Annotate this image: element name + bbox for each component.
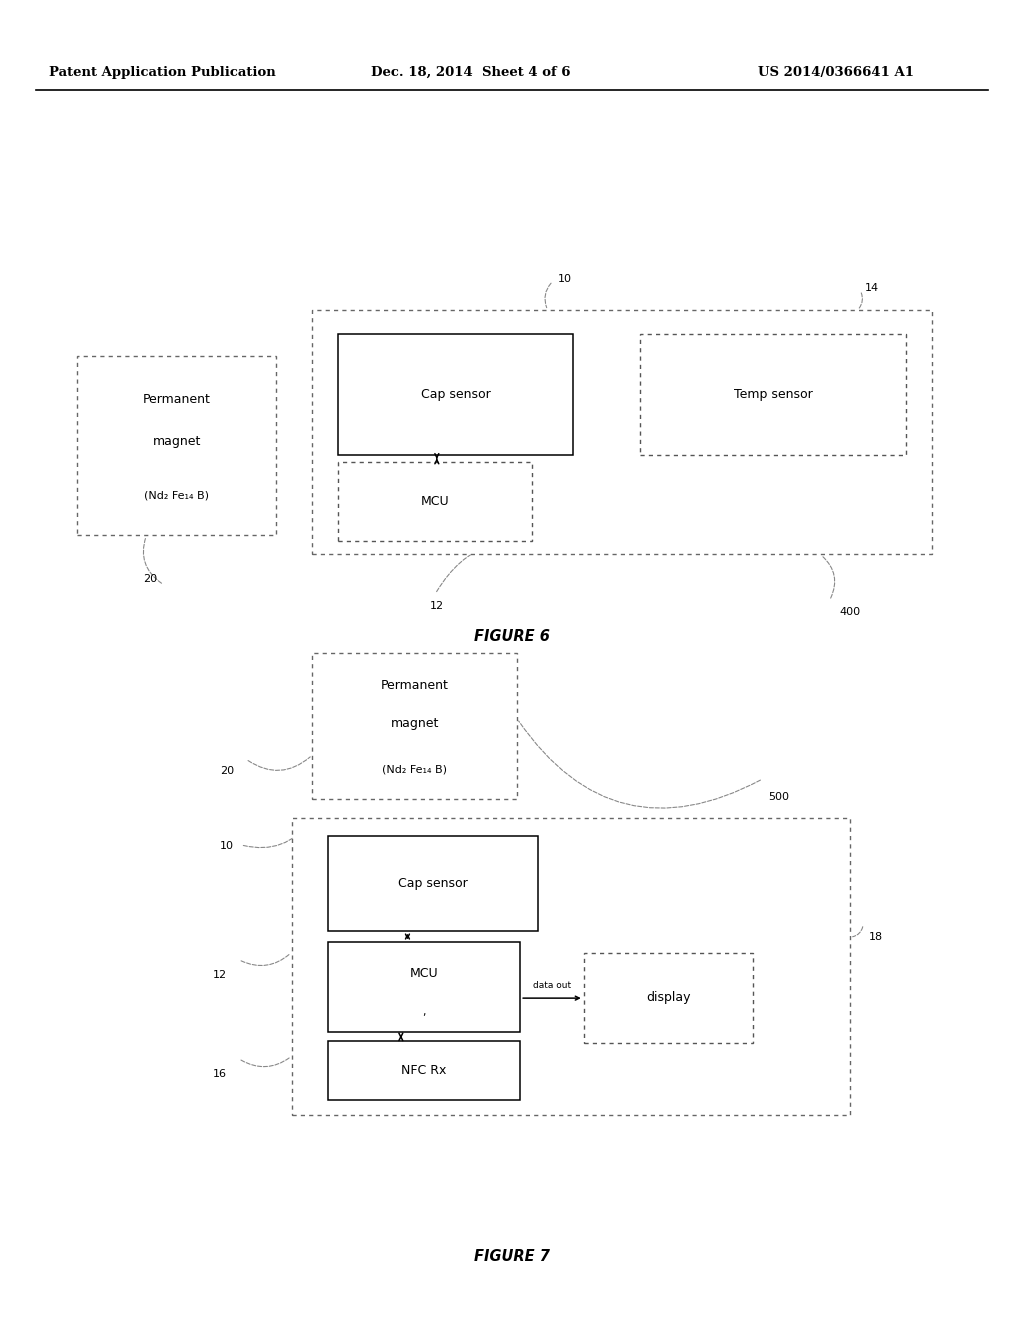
Bar — [338, 334, 573, 455]
Text: Permanent: Permanent — [381, 678, 449, 692]
Bar — [77, 356, 276, 535]
Bar — [328, 836, 538, 931]
Text: display: display — [646, 991, 690, 1005]
Bar — [328, 942, 520, 1032]
Text: 20: 20 — [220, 766, 234, 776]
Text: 12: 12 — [213, 970, 227, 981]
Text: 20: 20 — [143, 574, 158, 585]
Bar — [338, 462, 532, 541]
Text: 14: 14 — [865, 282, 880, 293]
Bar — [584, 953, 753, 1043]
Text: 18: 18 — [868, 932, 883, 942]
Text: FIGURE 7: FIGURE 7 — [474, 1249, 550, 1265]
Text: ,: , — [422, 1007, 426, 1018]
Text: (Nd₂ Fe₁₄ B): (Nd₂ Fe₁₄ B) — [144, 491, 209, 500]
Text: FIGURE 6: FIGURE 6 — [474, 628, 550, 644]
Text: Cap sensor: Cap sensor — [397, 876, 468, 890]
Text: US 2014/0366641 A1: US 2014/0366641 A1 — [758, 66, 913, 79]
Bar — [312, 310, 932, 554]
Text: MCU: MCU — [410, 968, 438, 981]
Text: Dec. 18, 2014  Sheet 4 of 6: Dec. 18, 2014 Sheet 4 of 6 — [371, 66, 570, 79]
Text: magnet: magnet — [390, 717, 439, 730]
Text: 10: 10 — [220, 841, 234, 851]
Text: NFC Rx: NFC Rx — [401, 1064, 446, 1077]
Text: 16: 16 — [213, 1069, 227, 1080]
Text: 10: 10 — [558, 273, 572, 284]
Bar — [312, 653, 517, 799]
Text: MCU: MCU — [421, 495, 450, 508]
Text: 12: 12 — [430, 601, 444, 611]
Text: Permanent: Permanent — [142, 392, 211, 405]
Text: magnet: magnet — [153, 436, 201, 449]
Bar — [640, 334, 906, 455]
Text: Cap sensor: Cap sensor — [421, 388, 490, 401]
Text: 500: 500 — [768, 792, 790, 803]
Bar — [292, 818, 850, 1115]
Text: Patent Application Publication: Patent Application Publication — [49, 66, 275, 79]
Bar — [328, 1041, 520, 1100]
Text: 400: 400 — [840, 607, 861, 618]
Text: Temp sensor: Temp sensor — [734, 388, 812, 401]
Text: (Nd₂ Fe₁₄ B): (Nd₂ Fe₁₄ B) — [382, 764, 447, 775]
Text: data out: data out — [532, 981, 571, 990]
